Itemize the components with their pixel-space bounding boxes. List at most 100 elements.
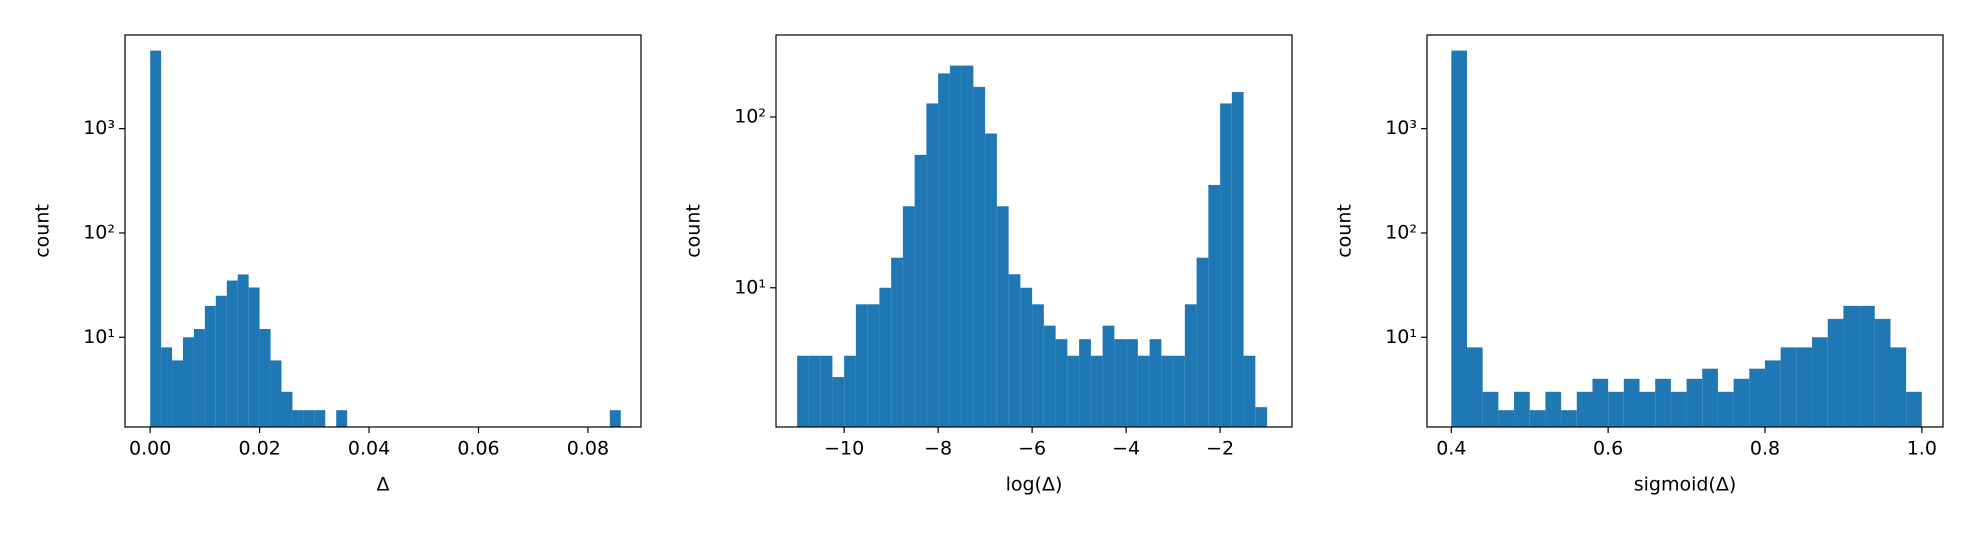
histogram-bar [844, 355, 856, 427]
histogram-bar [1859, 305, 1875, 427]
histogram-bar [1079, 339, 1091, 427]
x-tick-label: 0.08 [567, 438, 609, 460]
histogram-bar [1843, 305, 1860, 427]
histogram-bar [1020, 287, 1033, 427]
histogram-bar [1231, 92, 1244, 427]
histogram-bar [204, 305, 216, 427]
histogram-bar [1717, 391, 1734, 427]
histogram-bar [226, 280, 238, 427]
histogram-bar [1749, 368, 1765, 427]
y-tick-label: 10² [83, 221, 115, 243]
y-axis-label: count [1334, 204, 1356, 258]
histogram-bar [973, 86, 986, 428]
histogram-bar [1173, 355, 1185, 427]
axes-frame [124, 34, 642, 428]
histogram-bar [270, 360, 282, 427]
x-tick-label: 0.02 [238, 438, 280, 460]
histogram-bar [259, 329, 271, 427]
y-axis-label: count [32, 204, 54, 258]
x-axis-label: Δ [377, 474, 390, 496]
x-tick-label: 0.6 [1593, 438, 1623, 460]
histogram-bar [996, 206, 1009, 427]
histogram-bar [926, 103, 939, 427]
y-tick-label: 10³ [1385, 117, 1417, 139]
histogram-bar [237, 274, 249, 427]
histogram-bar [1812, 337, 1828, 427]
x-tick-label: 0.00 [129, 438, 171, 460]
histogram-bar [1608, 391, 1624, 427]
histogram-bar [961, 65, 974, 427]
histogram-bar [1161, 355, 1174, 427]
x-tick-label: 0.8 [1750, 438, 1780, 460]
histogram-bar [1576, 391, 1593, 427]
histogram-bar [855, 304, 868, 427]
histogram-bar [949, 65, 962, 427]
histogram-bar [808, 355, 821, 427]
y-tick-label: 10² [734, 105, 766, 127]
histogram-bar [1623, 378, 1640, 427]
histogram-bar [1466, 347, 1483, 427]
x-tick-label: 0.4 [1436, 438, 1466, 460]
x-tick-label: −10 [824, 438, 864, 460]
histogram-bar [1890, 347, 1907, 427]
histogram-bar [1137, 355, 1150, 427]
histogram-bar [820, 355, 833, 427]
histogram-bar [1090, 355, 1103, 427]
histogram-bar [1561, 410, 1577, 427]
histogram-bar [1764, 360, 1781, 427]
histogram-bar [1055, 339, 1068, 427]
x-tick-label: −4 [1112, 438, 1140, 460]
histogram-bar [1702, 368, 1718, 427]
histogram-bar [1639, 391, 1656, 427]
histogram-bar [1102, 325, 1115, 427]
histogram-bar [1498, 410, 1515, 427]
histogram-bar [1208, 184, 1221, 427]
histogram-bar [1255, 407, 1268, 427]
x-tick-label: 0.06 [457, 438, 499, 460]
histogram-bar [902, 206, 915, 427]
histogram-bar [1592, 378, 1609, 427]
histogram-bar [1482, 391, 1499, 427]
histogram-bar [1220, 103, 1232, 427]
histogram-bar [1149, 339, 1162, 427]
histogram-bar [867, 304, 880, 427]
histogram-bar [183, 337, 194, 427]
x-axis-label: sigmoid(Δ) [1634, 474, 1737, 496]
histogram-bar [172, 360, 184, 427]
histogram-bar [1686, 378, 1703, 427]
histogram-bar [1733, 378, 1750, 427]
histogram-bar [1827, 318, 1844, 427]
x-tick-label: −8 [924, 438, 952, 460]
histogram-bar [303, 410, 315, 427]
histogram-bar [1796, 347, 1813, 427]
histogram-bar [914, 154, 927, 428]
histogram-bar [336, 410, 348, 427]
x-tick-label: −2 [1206, 438, 1234, 460]
histogram-bar [1196, 257, 1209, 427]
histogram-bar [797, 355, 809, 427]
histogram-bar [1874, 318, 1891, 427]
histogram-bar [292, 410, 304, 427]
y-tick-label: 10² [1385, 221, 1417, 243]
histogram-bar [193, 329, 205, 427]
histogram-bar [1243, 355, 1256, 427]
histogram-bar [281, 391, 293, 427]
histogram-bar [1906, 391, 1922, 427]
histogram-bar [1514, 391, 1530, 427]
axes-frame [1426, 34, 1944, 428]
histogram-bar [215, 295, 227, 427]
histogram-bar [1043, 325, 1056, 427]
x-tick-label: 1.0 [1907, 438, 1937, 460]
histogram-bar [609, 410, 621, 427]
histogram-bar [1126, 339, 1138, 427]
histogram-bar [1032, 304, 1044, 427]
y-tick-label: 10¹ [1385, 326, 1417, 348]
histogram-bar [1067, 355, 1080, 427]
y-tick-label: 10¹ [734, 276, 766, 298]
histogram-bar [1545, 391, 1562, 427]
histogram-bar [1780, 347, 1797, 427]
histogram-bar [1008, 274, 1021, 427]
x-tick-label: 0.04 [348, 438, 390, 460]
y-tick-label: 10¹ [83, 326, 115, 348]
